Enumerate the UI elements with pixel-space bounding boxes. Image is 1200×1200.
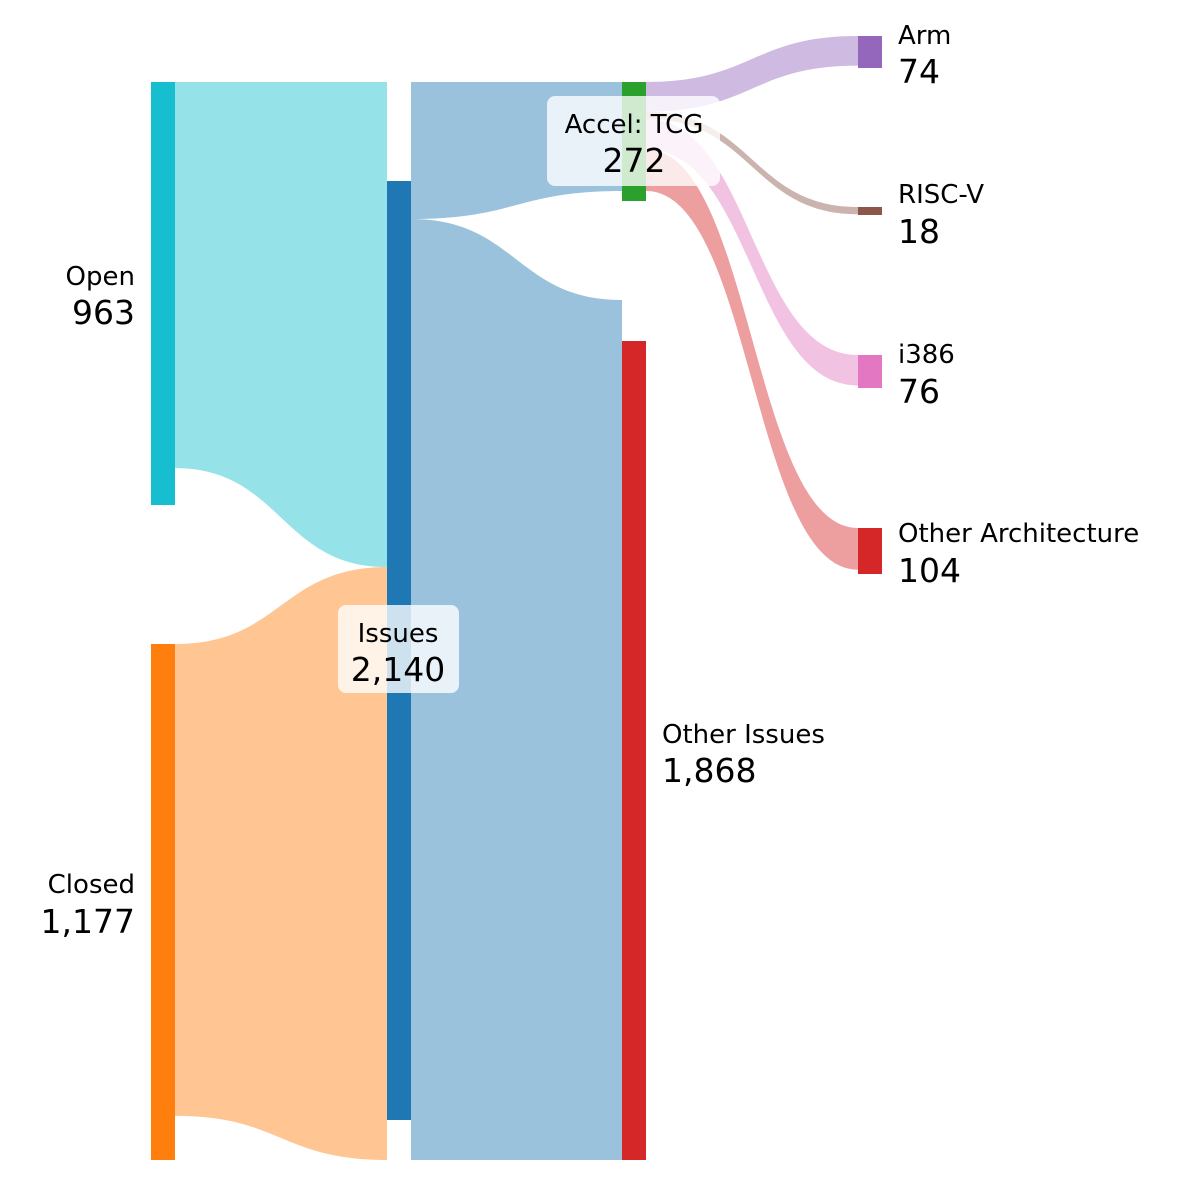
node-label-issues: Issues [358, 619, 439, 649]
node-label-arm: Arm [898, 21, 951, 51]
node-riscv [858, 207, 882, 215]
node-value-arm: 74 [898, 52, 940, 91]
link-issues-to-other_issues [411, 219, 622, 1160]
label-box-issues [338, 605, 459, 693]
node-label-i386: i386 [898, 340, 955, 370]
node-value-other_issues: 1,868 [662, 751, 756, 790]
link-accel_tcg-to-other_arch [646, 149, 858, 570]
node-label-riscv: RISC-V [898, 180, 984, 210]
link-accel_tcg-to-i386 [646, 118, 858, 386]
node-label-other_issues: Other Issues [662, 720, 825, 750]
node-value-riscv: 18 [898, 212, 940, 251]
link-open-to-issues [175, 82, 387, 568]
node-open [151, 82, 175, 505]
node-value-other_arch: 104 [898, 551, 961, 590]
link-accel_tcg-to-riscv [646, 111, 858, 215]
node-arm [858, 36, 882, 68]
node-value-accel_tcg: 272 [603, 141, 666, 180]
node-label-open: Open [66, 262, 135, 292]
node-other_issues [622, 341, 646, 1160]
node-label-accel_tcg: Accel: TCG [565, 110, 704, 140]
node-other_arch [858, 528, 882, 574]
node-value-i386: 76 [898, 372, 940, 411]
links-layer [175, 36, 858, 1160]
label-box-accel_tcg [547, 96, 720, 186]
node-label-other_arch: Other Architecture [898, 519, 1139, 549]
node-value-open: 963 [72, 293, 135, 332]
node-value-closed: 1,177 [41, 902, 135, 941]
link-accel_tcg-to-arm [646, 36, 858, 112]
node-value-issues: 2,140 [351, 650, 445, 689]
link-closed-to-issues [175, 567, 387, 1160]
node-i386 [858, 355, 882, 388]
node-label-closed: Closed [48, 870, 135, 900]
node-closed [151, 644, 175, 1160]
